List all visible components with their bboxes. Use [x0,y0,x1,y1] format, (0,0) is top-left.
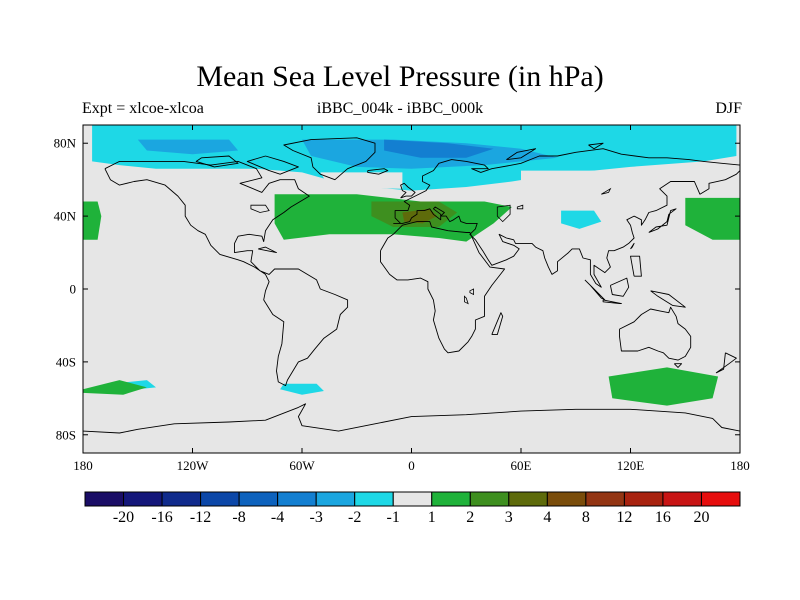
lake-outline-0 [496,204,511,223]
x-tick-label-0: 180 [73,458,93,473]
colorbar-label-5: -3 [309,509,323,526]
region-1-1 [521,170,594,184]
colorbar-swatch-9 [431,491,471,507]
region-neg2-1 [137,139,239,155]
coastline-13 [650,290,686,308]
colorbar-swatch-14 [623,491,664,507]
colorbar-label-13: 12 [616,509,633,526]
colorbar-label-11: 4 [543,509,552,526]
region-neg1-3 [280,383,324,395]
colorbar-swatch-12 [546,491,587,507]
y-tick-label-3: 40S [56,354,76,369]
colorbar-swatch-4 [238,491,279,507]
coastline-11 [602,299,622,305]
region-neg1-1 [561,210,602,229]
colorbar-label-10: 3 [504,509,513,526]
y-tick-label-1: 40N [54,209,77,224]
x-tick-label-2: 60W [289,458,315,473]
region-1-0 [320,172,403,189]
y-tick-label-0: 80N [54,136,77,151]
coastline-5 [83,403,740,434]
experiment-label: Expt = xlcoe-xlcoa [82,100,204,117]
coastline-18 [630,255,642,277]
coastline-2 [393,148,740,288]
coastline-layer [83,137,740,434]
colorbar-swatch-1 [123,491,163,507]
colorbar-label-8: 1 [427,509,436,526]
coastline-22 [673,363,683,368]
colorbar-label-9: 2 [466,509,475,526]
colorbar-swatch-15 [662,491,702,507]
coastline-20 [506,148,537,161]
colorbar-label-14: 16 [654,509,671,526]
coastline-19 [715,352,737,374]
colorbar-label-15: 20 [693,509,710,526]
colorbar-swatch-13 [585,491,625,507]
region-2-4 [608,367,719,406]
colorbar-swatch-5 [277,491,317,507]
colorbar-swatch-2 [161,491,202,507]
colorbar-label-6: -2 [348,509,362,526]
colorbar-swatch-11 [508,491,548,507]
coastline-12 [609,277,630,297]
coastline-1 [283,137,376,181]
map-title: Mean Sea Level Pressure (in hPa) [196,60,604,93]
coastline-0 [104,160,349,387]
colorbar-label-3: -8 [232,509,246,526]
colorbar [84,491,741,507]
axis-ticks: 180 120W 60W 0 60E 120E 180 80N 40N 0 40S 80S [54,125,750,473]
colorbar-swatch-6 [315,491,356,507]
coastline-3 [380,221,506,354]
colorbar-swatch-7 [354,491,394,507]
x-tick-label-6: 180 [730,458,750,473]
comparison-label: iBBC_004k - iBBC_000k [316,100,484,117]
colorbar-label-7: -1 [386,509,400,526]
season-label: DJF [715,100,742,117]
y-tick-label-4: 80S [56,427,76,442]
colorbar-label-12: 8 [581,509,590,526]
coastline-8 [648,208,677,233]
region-2-3 [83,380,147,395]
lake-outline-2 [469,288,475,296]
coastline-15 [195,155,239,168]
region-2-1 [83,201,102,240]
region-neg3-0 [384,139,494,158]
coastline-6 [400,182,416,199]
coastline-4 [619,306,692,361]
colorbar-label-2: -12 [189,509,212,526]
x-tick-label-5: 120E [617,458,645,473]
x-tick-label-3: 0 [408,458,415,473]
coastline-21 [588,142,604,150]
colorbar-label-1: -16 [151,509,173,526]
colorbar-label-4: -4 [270,509,285,526]
lake-outline-1 [516,204,524,210]
colorbar-swatch-16 [700,491,741,507]
lake-outline-4 [463,295,469,305]
coastline-9 [491,312,504,336]
colorbar-swatch-3 [200,491,240,507]
colorbar-label-0: -20 [112,509,135,526]
y-tick-label-2: 0 [70,282,77,297]
lake-outline-3 [250,204,270,213]
x-tick-label-1: 120W [177,458,210,473]
coastline-10 [584,279,606,301]
coastline-17 [630,242,635,250]
lake-outline-5 [601,187,612,195]
coastline-16 [258,246,277,254]
colorbar-swatch-10 [469,491,510,507]
region-2-2 [685,197,740,240]
coastline-14 [246,155,299,175]
x-tick-label-4: 60E [511,458,532,473]
colorbar-swatch-8 [392,491,433,507]
colorbar-swatch-0 [84,491,125,507]
coastline-7 [367,168,389,175]
